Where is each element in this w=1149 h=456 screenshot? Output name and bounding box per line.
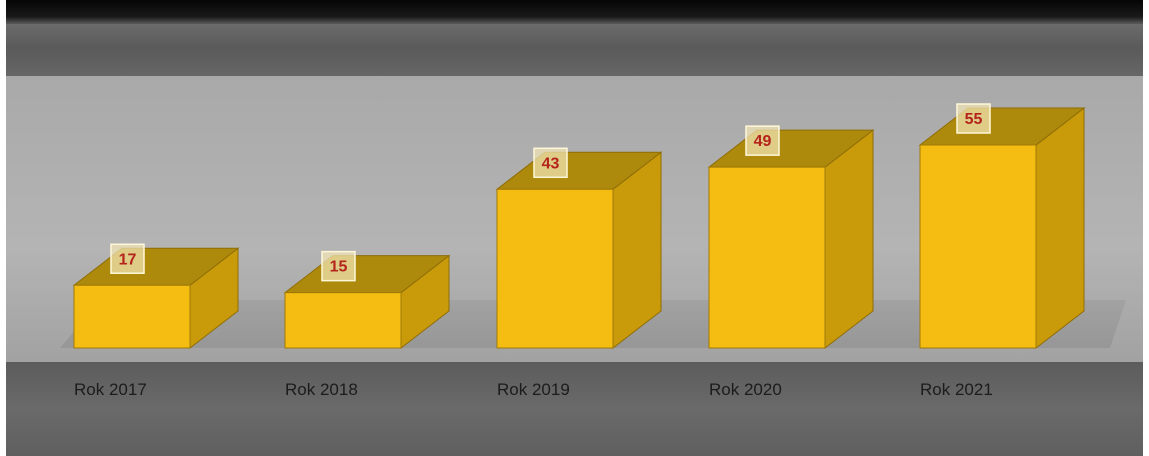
value-label: 49 (754, 133, 772, 150)
bars-group (72, 106, 1086, 350)
x-tick-label: Rok 2019 (497, 380, 570, 399)
left-margin (0, 0, 6, 456)
right-margin (1143, 0, 1149, 456)
top-frame-bar (0, 0, 1149, 24)
bar-rok-2020 (707, 129, 875, 350)
bar-front-face (919, 144, 1037, 349)
value-label: 55 (965, 111, 983, 128)
bar-side-face (1035, 106, 1085, 350)
value-label: 15 (330, 259, 348, 276)
bar-front-face (496, 188, 614, 349)
x-tick-label: Rok 2017 (74, 380, 147, 399)
bar-rok-2021 (918, 106, 1086, 350)
x-tick-label: Rok 2018 (285, 380, 358, 399)
value-label-box (956, 103, 991, 134)
value-label-box (533, 147, 568, 179)
x-tick-label: Rok 2020 (709, 380, 782, 399)
labels-group: 17 Rok 2017 15 Rok 2018 43 Rok 2019 49 Rok 2020… (74, 103, 993, 399)
top-band (0, 20, 1149, 76)
bar-front-face (708, 166, 826, 349)
bottom-band (0, 362, 1149, 456)
bar-front-face (73, 284, 191, 349)
bar-side-face (824, 129, 874, 350)
value-label-box (110, 243, 145, 275)
value-label: 43 (542, 155, 560, 172)
bar-rok-2019 (495, 151, 663, 350)
x-tick-label: Rok 2021 (920, 380, 993, 399)
value-label-box (745, 125, 780, 156)
bar-rok-2018 (283, 254, 451, 350)
value-label-box (321, 250, 356, 282)
bar-front-face (284, 292, 402, 349)
value-label: 17 (119, 251, 137, 268)
